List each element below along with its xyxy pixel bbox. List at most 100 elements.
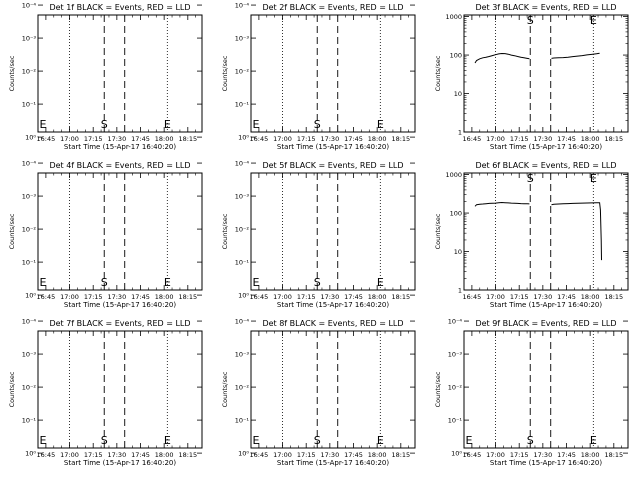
y-tick-label: 10⁻¹ bbox=[235, 259, 250, 267]
x-axis-label: Start Time (15-Apr-17 16:40:20) bbox=[64, 459, 176, 467]
x-tick-label: 17:30 bbox=[320, 293, 339, 301]
x-tick-label: 16:45 bbox=[37, 451, 56, 459]
end-marker: E bbox=[164, 276, 171, 289]
x-tick-label: 18:00 bbox=[581, 451, 600, 459]
y-tick-label: 10⁻² bbox=[448, 384, 463, 392]
y-tick-label: 1000 bbox=[445, 13, 462, 21]
y-axis-label: Counts/sec bbox=[221, 55, 229, 91]
x-tick-label: 18:15 bbox=[178, 451, 197, 459]
x-tick-label: 17:00 bbox=[273, 451, 292, 459]
end-marker-edge: E bbox=[40, 434, 47, 447]
x-tick-label: 17:45 bbox=[557, 293, 576, 301]
x-tick-label: 17:00 bbox=[60, 293, 79, 301]
end-marker: E bbox=[377, 276, 384, 289]
x-tick-label: 18:00 bbox=[581, 135, 600, 143]
y-tick-label: 10⁰ bbox=[238, 134, 249, 142]
y-tick-label: 10⁰ bbox=[451, 450, 462, 458]
y-tick-label: 10⁰ bbox=[238, 292, 249, 300]
x-tick-label: 17:45 bbox=[131, 451, 150, 459]
x-tick-label: 16:45 bbox=[463, 293, 482, 301]
x-tick-label: 17:30 bbox=[107, 293, 126, 301]
x-tick-label: 18:00 bbox=[368, 135, 387, 143]
panel-6f: Det 6f BLACK = Events, RED = LLD 1 10 100 10… bbox=[434, 161, 629, 309]
x-tick-label: 17:30 bbox=[533, 135, 552, 143]
y-tick-label: 10 bbox=[454, 90, 462, 98]
end-marker: E bbox=[590, 14, 597, 27]
end-marker-edge: E bbox=[40, 118, 47, 131]
end-marker: E bbox=[377, 434, 384, 447]
start-marker: S bbox=[101, 118, 108, 131]
plot-frame bbox=[463, 172, 629, 291]
x-axis-label: Start Time (15-Apr-17 16:40:20) bbox=[490, 143, 602, 151]
x-tick-label: 16:45 bbox=[250, 293, 269, 301]
plot-frame bbox=[250, 172, 416, 291]
x-tick-label: 18:00 bbox=[581, 293, 600, 301]
x-tick-label: 16:45 bbox=[463, 135, 482, 143]
y-tick-label: 10⁰ bbox=[25, 292, 36, 300]
y-tick-label: 10⁻⁴ bbox=[22, 160, 37, 168]
x-tick-label: 17:15 bbox=[84, 135, 103, 143]
y-tick-label: 100 bbox=[450, 52, 462, 60]
x-tick-label: 18:15 bbox=[178, 135, 197, 143]
x-tick-label: 17:45 bbox=[344, 451, 363, 459]
start-marker: S bbox=[314, 276, 321, 289]
end-marker-edge: E bbox=[466, 434, 473, 447]
y-tick-label: 10⁻³ bbox=[235, 193, 250, 201]
y-tick-label: 10⁻³ bbox=[235, 35, 250, 43]
x-tick-label: 17:30 bbox=[320, 451, 339, 459]
x-tick-label: 18:15 bbox=[604, 451, 623, 459]
x-tick-label: 17:30 bbox=[107, 135, 126, 143]
y-tick-label: 100 bbox=[450, 210, 462, 218]
plot-frame bbox=[463, 330, 629, 449]
y-axis-label: Counts/sec bbox=[434, 371, 442, 407]
end-marker: E bbox=[164, 118, 171, 131]
plot-frame bbox=[37, 172, 203, 291]
x-tick-label: 18:00 bbox=[155, 135, 174, 143]
x-tick-label: 18:00 bbox=[368, 451, 387, 459]
panel-2f: Det 2f BLACK = Events, RED = LLD 10⁰ 10⁻¹ 1… bbox=[221, 2, 416, 151]
y-tick-label: 1 bbox=[458, 287, 462, 295]
x-tick-label: 17:15 bbox=[297, 451, 316, 459]
x-axis-label: Start Time (15-Apr-17 16:40:20) bbox=[490, 459, 602, 467]
x-tick-label: 17:45 bbox=[344, 135, 363, 143]
x-tick-label: 17:30 bbox=[533, 451, 552, 459]
x-tick-label: 18:15 bbox=[391, 135, 410, 143]
y-tick-label: 10⁻¹ bbox=[448, 417, 463, 425]
x-axis-label: Start Time (15-Apr-17 16:40:20) bbox=[490, 301, 602, 309]
plot-frame bbox=[463, 14, 629, 133]
panel-title: Det 2f BLACK = Events, RED = LLD bbox=[262, 3, 403, 12]
y-tick-label: 10⁻³ bbox=[22, 351, 37, 359]
x-tick-label: 17:15 bbox=[84, 451, 103, 459]
panel-title: Det 6f BLACK = Events, RED = LLD bbox=[475, 161, 616, 170]
plot-frame bbox=[37, 14, 203, 133]
y-tick-label: 10⁻¹ bbox=[22, 259, 37, 267]
y-tick-label: 10⁻¹ bbox=[22, 417, 37, 425]
y-tick-label: 10⁻² bbox=[22, 384, 37, 392]
x-axis-label: Start Time (15-Apr-17 16:40:20) bbox=[277, 143, 389, 151]
y-tick-label: 10⁰ bbox=[25, 450, 36, 458]
plot-frame bbox=[37, 330, 203, 449]
y-tick-label: 1000 bbox=[445, 171, 462, 179]
x-axis-label: Start Time (15-Apr-17 16:40:20) bbox=[64, 301, 176, 309]
x-tick-label: 17:00 bbox=[486, 293, 505, 301]
end-marker-edge: E bbox=[253, 118, 260, 131]
end-marker-edge: E bbox=[253, 434, 260, 447]
x-tick-label: 16:45 bbox=[37, 135, 56, 143]
x-tick-label: 18:15 bbox=[604, 135, 623, 143]
x-tick-label: 17:00 bbox=[60, 135, 79, 143]
x-tick-label: 17:00 bbox=[273, 293, 292, 301]
end-marker-edge: E bbox=[253, 276, 260, 289]
events-series-line bbox=[474, 52, 530, 64]
y-tick-label: 10⁻¹ bbox=[22, 101, 37, 109]
y-axis-label: Counts/sec bbox=[434, 55, 442, 91]
x-tick-label: 17:15 bbox=[510, 451, 529, 459]
x-tick-label: 17:45 bbox=[131, 135, 150, 143]
end-marker-edge: E bbox=[40, 276, 47, 289]
panel-7f: Det 7f BLACK = Events, RED = LLD 10⁰ 10⁻¹ 1… bbox=[8, 318, 203, 467]
plot-frame bbox=[250, 14, 416, 133]
x-tick-label: 17:15 bbox=[510, 293, 529, 301]
y-axis-label: Counts/sec bbox=[221, 371, 229, 407]
x-tick-label: 17:00 bbox=[273, 135, 292, 143]
panel-title: Det 8f BLACK = Events, RED = LLD bbox=[262, 319, 403, 328]
x-tick-label: 18:00 bbox=[155, 451, 174, 459]
